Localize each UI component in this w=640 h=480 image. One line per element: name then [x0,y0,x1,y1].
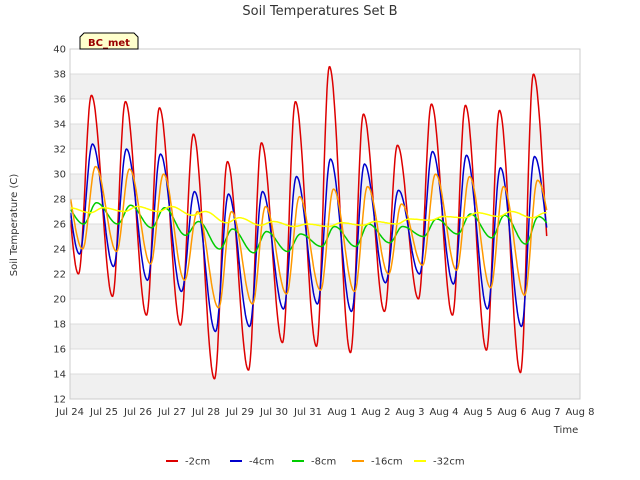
y-tick-label: 36 [53,95,66,106]
station-badge: BC_met [79,32,139,50]
series-line-minus-4cm [69,143,548,333]
legend-item: -8cm [292,457,336,468]
plot-border [69,48,581,400]
x-axis-label: Time [553,425,578,436]
chart-title: Soil Temperatures Set B [242,4,397,19]
x-tick-label: Jul 24 [55,407,84,418]
x-tick-label: Aug 1 [327,407,356,418]
y-tick-label: 24 [53,245,66,256]
y-tick-label: 14 [53,370,66,381]
series-line-minus-32cm [70,205,547,228]
series-lines [69,65,548,380]
legend-item: -32cm [414,457,465,468]
y-tick-label: 34 [53,120,66,131]
y-tick-label: 16 [53,345,66,356]
x-tick-label: Jul 28 [191,407,220,418]
y-tick-label: 40 [53,45,66,56]
x-tick-label: Jul 29 [225,407,254,418]
y-tick-label: 32 [53,145,66,156]
grid-band [70,74,580,99]
y-axis-label: Soil Temperature (C) [9,174,20,277]
y-tick-label: 22 [53,270,66,281]
series-line-minus-16cm [69,165,548,309]
legend-label: -8cm [311,457,336,468]
station-badge-box [79,32,139,50]
x-tick-label: Jul 30 [259,407,288,418]
legend-label: -32cm [433,457,465,468]
x-axis-ticks: Jul 24 Jul 25 Jul 26 Jul 27 Jul 28 Jul 29 Jul … [55,407,595,418]
series-line-minus-2cm [69,65,548,380]
legend-label: -16cm [371,457,403,468]
x-tick-label: Aug 2 [361,407,390,418]
legend-item: -2cm [166,457,210,468]
legend: -2cm -4cm -8cm -16cm -32cm [166,457,465,468]
station-badge-text: BC_met [88,38,130,49]
y-axis-ticks: 12 14 16 18 20 22 24 26 28 30 32 34 36 38 40 [53,45,66,406]
legend-item: -4cm [230,457,274,468]
y-tick-label: 38 [53,70,66,81]
y-tick-label: 18 [53,320,66,331]
x-tick-label: Aug 6 [497,407,526,418]
x-tick-label: Aug 3 [395,407,424,418]
y-tick-label: 30 [53,170,66,181]
legend-item: -16cm [352,457,403,468]
grid-band [70,274,580,299]
x-tick-label: Jul 26 [123,407,152,418]
y-tick-label: 26 [53,220,66,231]
grid-band [70,374,580,399]
x-tick-label: Aug 7 [531,407,560,418]
legend-label: -4cm [249,457,274,468]
x-tick-label: Jul 25 [89,407,118,418]
legend-label: -2cm [185,457,210,468]
x-tick-label: Jul 27 [157,407,186,418]
y-tick-label: 28 [53,195,66,206]
x-tick-label: Aug 8 [565,407,594,418]
grid-band [70,224,580,249]
y-tick-label: 20 [53,295,66,306]
grid-band [70,324,580,349]
x-tick-label: Aug 4 [429,407,458,418]
y-tick-label: 12 [53,395,66,406]
x-tick-label: Aug 5 [463,407,492,418]
x-tick-label: Jul 31 [293,407,322,418]
